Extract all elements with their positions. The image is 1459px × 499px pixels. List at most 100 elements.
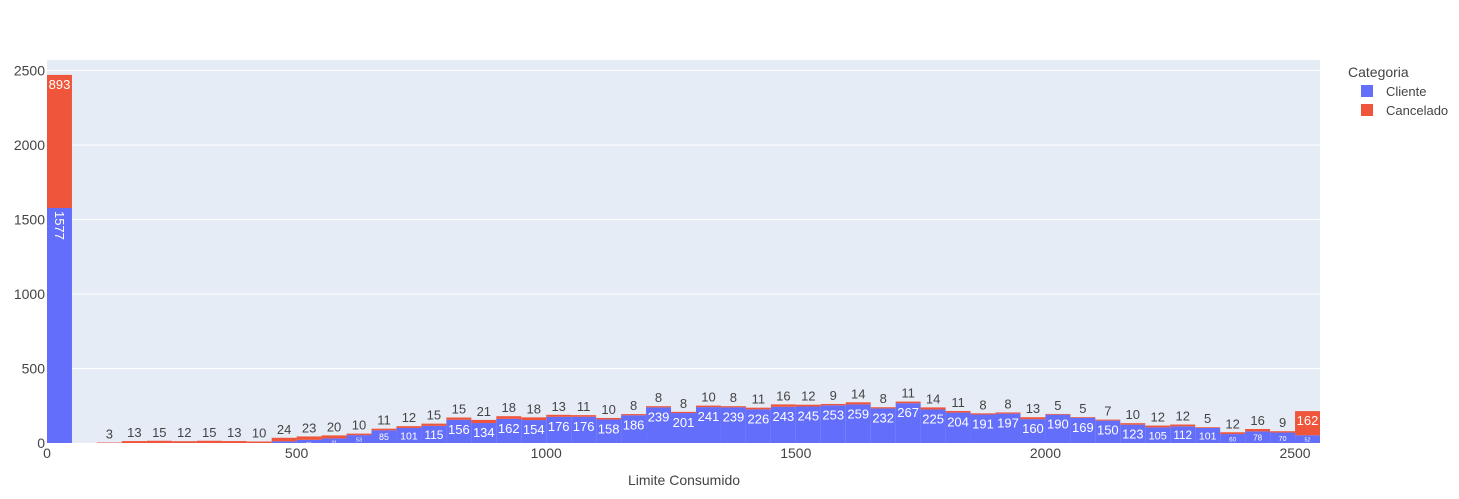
bar-value-label: 190 (1047, 417, 1069, 432)
plot-background (47, 60, 1320, 443)
legend[interactable]: Categoria Cliente Cancelado (1348, 64, 1448, 118)
bar-cliente (571, 416, 597, 443)
bar-cancelado (446, 417, 472, 420)
bar-value-label: 13 (127, 425, 141, 440)
bar-value-label: 158 (598, 421, 620, 436)
bar-cliente (895, 403, 921, 443)
bar-cancelado (1295, 411, 1320, 436)
bar-value-label: 78 (1253, 434, 1263, 443)
bar-value-label: 18 (527, 401, 541, 416)
bar-cliente (820, 405, 846, 443)
y-gridlines (47, 69, 1320, 369)
bar-cancelado (745, 407, 771, 410)
bar-value-label: 18 (502, 400, 516, 415)
bar-cliente (446, 419, 472, 443)
bar-value-label: 10 (252, 426, 266, 441)
bar-value-label: 15 (202, 425, 216, 440)
x-axis-ticks: 0 500 1000 1500 2000 2500 (43, 445, 1311, 461)
bar-cancelado (945, 410, 971, 413)
bar-cliente (521, 420, 547, 443)
series-cancelado-bars (47, 74, 1320, 443)
bar-cliente (421, 425, 447, 443)
bar-cancelado (171, 441, 197, 443)
bar-cancelado (895, 401, 921, 404)
bar-value-label: 12 (402, 410, 416, 425)
bar-value-label: 52 (1305, 438, 1311, 444)
bar-value-label: 5 (1204, 411, 1211, 426)
bar-cliente (1070, 417, 1096, 443)
bar-cancelado (346, 433, 372, 436)
bar-value-label: 8 (680, 396, 687, 411)
series-cliente-bars (47, 207, 1320, 443)
bar-cliente (1270, 432, 1296, 443)
bar-cliente (47, 207, 72, 443)
bar-value-label: 226 (748, 411, 770, 426)
x-tick-label: 2500 (1279, 445, 1310, 461)
bar-value-label: 53 (356, 438, 362, 444)
bar-cliente (671, 413, 696, 443)
bar-cliente (995, 413, 1021, 443)
bar-cliente (970, 414, 996, 443)
bar-cliente (920, 409, 946, 443)
y-tick-label: 2000 (14, 137, 45, 153)
bar-value-label: 191 (972, 417, 994, 432)
bar-value-label: 8 (630, 398, 637, 413)
y-axis-ticks: 0 500 1000 1500 2000 2500 (14, 62, 45, 451)
bar-value-label: 186 (623, 417, 645, 432)
bar-value-label: 14 (926, 391, 940, 406)
bar-value-label: 7 (1104, 404, 1111, 419)
bar-cliente (770, 406, 796, 443)
bar-value-label: 201 (673, 415, 695, 430)
legend-item-cliente[interactable]: Cliente (1361, 84, 1426, 99)
bar-cliente (1195, 427, 1221, 443)
bar-cancelado (1070, 417, 1096, 418)
bar-value-label: 1577 (52, 211, 67, 240)
bar-value-label: 12 (177, 425, 191, 440)
bar-cliente (271, 441, 297, 443)
legend-item-cancelado[interactable]: Cancelado (1361, 103, 1448, 118)
bar-cliente (296, 439, 322, 443)
bar-value-label: 10 (1126, 407, 1140, 422)
bar-cancelado (720, 406, 746, 408)
bar-cliente (496, 418, 522, 443)
bar-cancelado (246, 441, 272, 443)
bar-cancelado (596, 417, 622, 420)
bar-cliente (1120, 424, 1146, 443)
bar-value-label: 16 (776, 388, 790, 403)
legend-swatch-cancelado (1361, 104, 1373, 116)
bar-value-label: 11 (377, 413, 391, 428)
bar-cancelado (870, 407, 896, 409)
bar-value-label: 259 (847, 406, 869, 421)
bar-cliente (695, 407, 721, 443)
bar-value-label: 241 (698, 409, 720, 424)
bar-cancelado (496, 416, 522, 419)
bar-cliente (945, 412, 971, 443)
bar-cancelado (146, 440, 172, 443)
bar-cancelado (1020, 417, 1046, 420)
bar-cancelado (795, 404, 821, 407)
bar-cancelado (196, 440, 222, 443)
bar-value-label: 13 (1026, 401, 1040, 416)
bar-value-label: 12 (1151, 410, 1165, 425)
bar-value-label: 176 (548, 419, 570, 434)
y-tick-label: 500 (22, 360, 46, 376)
legend-title: Categoria (1348, 64, 1409, 80)
bar-value-label: 253 (822, 407, 844, 422)
x-tick-label: 2000 (1030, 445, 1061, 461)
bar-cliente (646, 407, 672, 443)
bar-cancelado (121, 441, 147, 443)
y-tick-label: 1000 (14, 286, 45, 302)
bar-cliente (546, 416, 572, 443)
bar-cliente (1020, 419, 1046, 443)
bar-value-label: 31 (331, 440, 337, 446)
bar-cliente (720, 407, 746, 443)
bar-cancelado (845, 402, 871, 405)
bar-value-label: 8 (979, 397, 986, 412)
bar-value-label: 20 (327, 419, 341, 434)
bar-value-label: 10 (352, 418, 366, 433)
bar-value-label: 239 (648, 409, 670, 424)
bar-value-label: 239 (723, 409, 745, 424)
bar-cliente (371, 430, 397, 443)
bar-cancelado (321, 435, 347, 439)
